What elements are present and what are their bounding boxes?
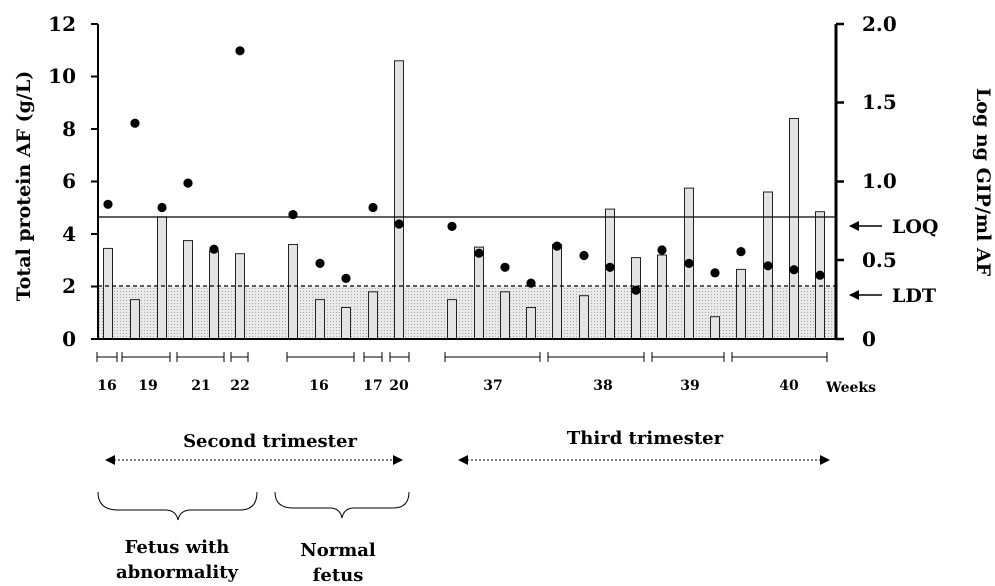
gip-dot-22 [710,268,720,278]
week-label-20: 20 [389,378,409,394]
gip-dot-11 [394,219,404,229]
week-label-39: 39 [680,378,699,394]
bar-15 [526,307,536,340]
abnormal-group-brace [97,491,258,521]
gip-dot-1 [103,199,113,209]
week-label-21: 21 [191,378,210,394]
week-label-17: 17 [363,378,382,394]
dots-layer [103,46,825,295]
gip-dot-14 [500,262,510,272]
gip-dot-6 [235,46,245,56]
bar-11 [394,60,404,340]
bar-1 [103,247,113,340]
right-tick-label-0: 0 [862,327,876,351]
week-label-38: 38 [593,378,612,394]
bar-22 [710,316,720,340]
abnormal-group-label-line2: abnormality [116,562,239,583]
left-ticks [91,23,98,340]
right-tick-label-2.0: 2.0 [862,12,897,36]
third-trimester-title: Third trimester [567,428,724,449]
left-tick-label-8: 8 [62,117,76,141]
bar-10 [368,291,378,340]
week-label-22: 22 [230,378,249,394]
bar-7 [288,244,298,340]
gip-dot-9 [341,273,351,283]
ldt-shaded-region [98,286,836,339]
gip-dot-2 [130,118,140,128]
week-label-16b: 16 [309,378,328,394]
right-ticks [836,22,844,341]
bar-17 [579,295,589,340]
left-tick-label-6: 6 [62,169,76,193]
normal-group-label-line2: fetus [313,565,364,586]
bar-25 [789,118,799,340]
gip-dot-13 [474,248,484,258]
normal-group-label-line1: Normal [300,540,376,561]
gip-dot-17 [579,250,589,261]
gip-dot-7 [288,210,298,220]
gip-dot-3 [157,202,167,213]
left-axis-title: Total protein AF (g/L) [13,71,35,301]
bar-20 [657,254,667,340]
bar-18 [605,208,615,340]
bar-3 [157,216,167,340]
gip-dot-10 [368,202,378,213]
left-tick-label-4: 4 [62,222,76,246]
week-label-19: 19 [138,378,157,394]
bar-13 [474,246,484,340]
gip-dot-5 [209,244,219,254]
bar-4 [183,240,193,340]
gip-dot-18 [605,262,615,272]
bar-9 [341,307,351,340]
week-label-40: 40 [779,378,799,394]
bar-12 [447,299,457,340]
right-tick-label-1.5: 1.5 [862,90,897,114]
gip-dot-24 [763,261,773,271]
bar-6 [235,253,245,340]
gip-dot-21 [684,258,694,268]
gip-dot-12 [447,221,457,231]
bar-14 [500,291,510,340]
week-label-37: 37 [483,378,502,394]
left-tick-label-12: 12 [48,12,76,36]
left-tick-label-0: 0 [62,327,76,351]
bar-8 [315,299,325,340]
gip-dot-19 [631,285,641,295]
bar-5 [209,250,219,340]
gip-dot-4 [183,178,193,188]
abnormal-group-label-line1: Fetus with [125,537,230,558]
right-axis-title: Log ng GIP/ml AF [972,88,994,277]
gip-dot-16 [552,241,562,251]
bar-2 [130,299,140,340]
left-tick-label-10: 10 [48,64,76,88]
normal-group-brace [274,491,410,519]
gip-dot-26 [815,270,825,280]
bar-19 [631,257,641,340]
bar-23 [736,268,746,340]
second-trimester-title: Second trimester [183,431,357,452]
gip-dot-20 [657,245,667,255]
bar-16 [552,244,562,340]
gip-dot-8 [315,258,325,268]
week-brackets [96,352,828,362]
gip-dot-23 [736,247,746,257]
ldt-label: LDT [892,285,936,307]
gip-dot-15 [526,278,536,288]
right-tick-label-0.5: 0.5 [862,248,897,272]
week-label-16a: 16 [97,378,116,394]
weeks-unit-label: Weeks [825,380,876,396]
loq-label: LOQ [892,216,938,238]
right-tick-label-1.0: 1.0 [862,169,897,193]
left-tick-label-2: 2 [62,274,76,298]
gip-dot-25 [789,265,799,275]
